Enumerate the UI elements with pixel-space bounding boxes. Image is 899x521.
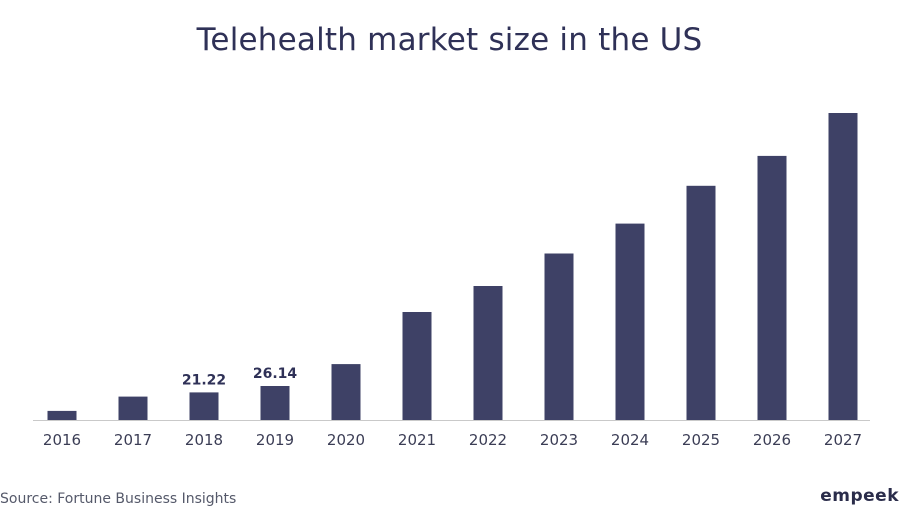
x-tick-label: 2019: [256, 431, 294, 449]
data-label: 26.14: [253, 366, 298, 382]
source-note: Source: Fortune Business Insights: [0, 491, 237, 507]
bar-2027: [828, 113, 858, 420]
x-tick-label: 2021: [398, 431, 436, 449]
x-tick-label: 2017: [114, 431, 152, 449]
x-tick-label: 2026: [753, 431, 791, 449]
x-tick-label: 2027: [824, 431, 862, 449]
bar-2021: [402, 312, 432, 420]
data-label: 21.22: [182, 372, 226, 388]
bar-2022: [473, 286, 503, 420]
bar-2017: [118, 396, 148, 420]
x-tick-label: 2025: [682, 431, 720, 449]
bar-2024: [615, 223, 645, 420]
bar-2020: [331, 364, 361, 420]
bars-group: [47, 113, 858, 420]
x-tick-label: 2020: [327, 431, 365, 449]
x-tick-labels: 2016 2017 2018 2019 2020 2021 2022 2023 2024 2025…: [43, 431, 862, 449]
x-tick-label: 2022: [469, 431, 507, 449]
chart-title: Telehealth market size in the US: [196, 22, 703, 58]
brand-logo: empeek: [820, 486, 899, 506]
bar-2018: [189, 392, 219, 420]
x-tick-label: 2024: [611, 431, 649, 449]
data-labels: 21.22 26.14: [182, 366, 298, 388]
x-tick-label: 2023: [540, 431, 578, 449]
x-tick-label: 2016: [43, 431, 81, 449]
bar-2025: [686, 185, 716, 420]
bar-2026: [757, 155, 787, 420]
bar-2016: [47, 410, 77, 420]
bar-2023: [544, 253, 574, 420]
x-tick-label: 2018: [185, 431, 223, 449]
bar-2019: [260, 386, 290, 420]
